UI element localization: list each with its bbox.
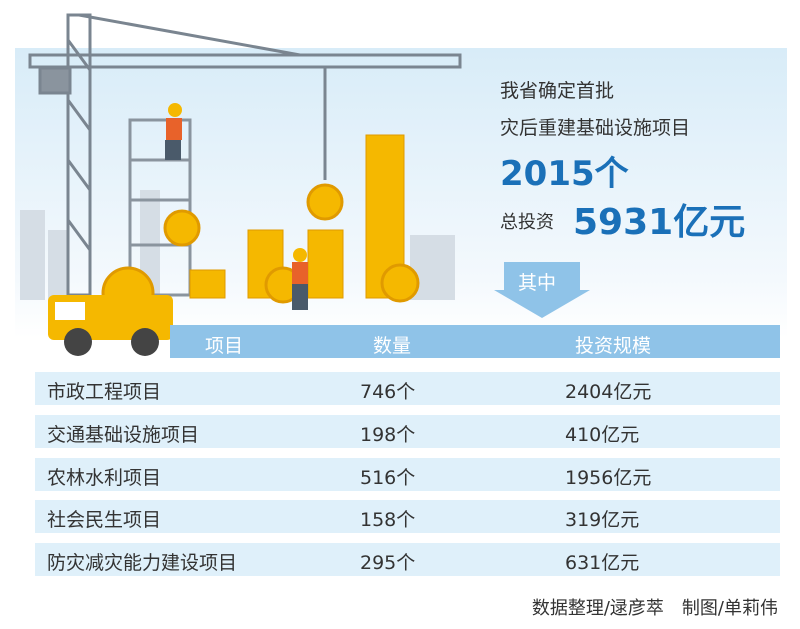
project-count: 158个 [360, 509, 416, 531]
project-name: 农林水利项目 [47, 467, 162, 489]
arrow-label: 其中 [518, 272, 557, 294]
project-name: 防灾减灾能力建设项目 [47, 552, 238, 574]
project-amount: 2404亿元 [565, 381, 652, 403]
project-count: 516个 [360, 467, 416, 489]
table-row: 农林水利项目 516个 1956亿元 [35, 458, 780, 491]
table-header [170, 325, 780, 358]
project-name: 社会民生项目 [47, 509, 162, 531]
project-amount: 631亿元 [565, 552, 640, 574]
project-count: 2015个 [500, 154, 629, 194]
table-row: 防灾减灾能力建设项目 295个 631亿元 [35, 543, 780, 576]
table-row: 交通基础设施项目 198个 410亿元 [35, 415, 780, 448]
headline-line2: 灾后重建基础设施项目 [500, 117, 691, 139]
arrow-down-icon [494, 262, 590, 318]
headline-line1: 我省确定首批 [500, 80, 615, 102]
header-investment: 投资规模 [575, 335, 652, 357]
project-amount: 410亿元 [565, 424, 640, 446]
project-amount: 1956亿元 [565, 467, 652, 489]
project-count: 746个 [360, 381, 416, 403]
project-name: 市政工程项目 [47, 381, 162, 403]
truck [48, 295, 173, 356]
project-amount: 319亿元 [565, 509, 640, 531]
invest-label: 总投资 [500, 212, 554, 233]
header-count: 数量 [373, 335, 412, 357]
project-count: 198个 [360, 424, 416, 446]
workers [165, 103, 308, 310]
project-count: 295个 [360, 552, 416, 574]
project-name: 交通基础设施项目 [47, 424, 200, 446]
header-project: 项目 [205, 335, 244, 357]
credits: 数据整理/逯彦萃 制图/单莉伟 [531, 598, 778, 619]
table-row: 社会民生项目 158个 319亿元 [35, 500, 780, 533]
invest-value: 5931亿元 [573, 202, 746, 243]
table-row: 市政工程项目 746个 2404亿元 [35, 372, 780, 405]
